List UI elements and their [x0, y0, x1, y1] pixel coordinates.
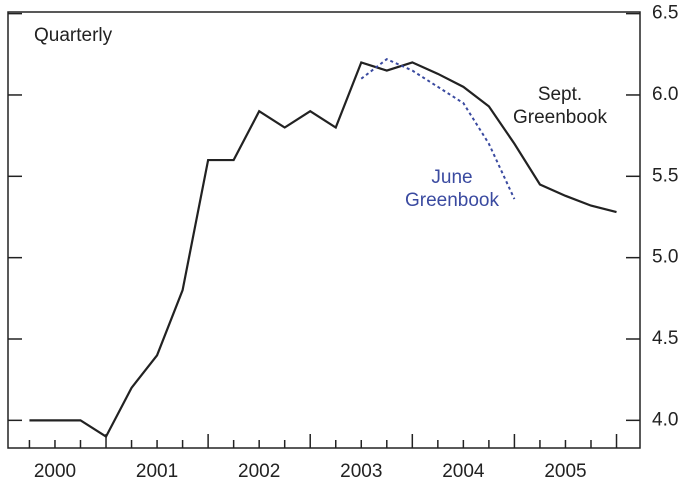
y-tick-label: 4.0	[652, 409, 678, 430]
series-label-line: Greenbook	[513, 107, 608, 128]
x-tick-label: 2005	[544, 461, 586, 482]
y-tick-label: 5.5	[652, 165, 678, 186]
x-tick-label: 2002	[238, 461, 280, 482]
series-label-line: June	[431, 167, 472, 188]
annotation: Quarterly	[34, 25, 113, 46]
y-tick-label: 6.5	[652, 3, 678, 24]
x-tick-label: 2004	[442, 461, 485, 482]
x-tick-label: 2001	[136, 461, 178, 482]
series-label-line: Sept.	[538, 84, 582, 105]
y-tick-label: 4.5	[652, 328, 678, 349]
series-label: June Greenbook	[405, 167, 500, 211]
series-line	[360, 58, 516, 200]
plot-frame	[7, 11, 641, 449]
y-tick-label: 6.0	[652, 84, 678, 105]
series-label-line: Greenbook	[405, 190, 500, 211]
y-tick-label: 5.0	[652, 247, 678, 268]
x-tick-label: 2003	[340, 461, 382, 482]
series-line	[29, 61, 617, 439]
series-label: Sept. Greenbook	[513, 84, 608, 128]
x-tick-label: 2000	[34, 461, 76, 482]
